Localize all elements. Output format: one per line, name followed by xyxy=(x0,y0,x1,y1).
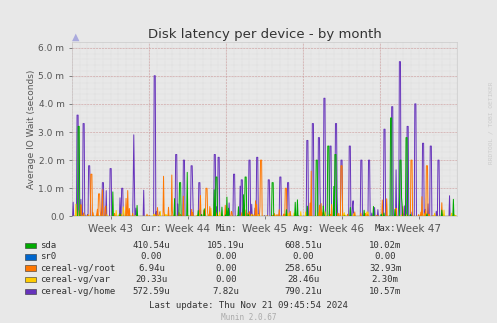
Text: 0.00: 0.00 xyxy=(141,252,163,261)
Text: 2.30m: 2.30m xyxy=(372,275,399,284)
Text: 790.21u: 790.21u xyxy=(284,287,322,296)
Text: 0.00: 0.00 xyxy=(215,264,237,273)
Text: Cur:: Cur: xyxy=(141,224,163,233)
Text: 258.65u: 258.65u xyxy=(284,264,322,273)
Text: 10.02m: 10.02m xyxy=(369,241,401,250)
Text: RRDTOOL / TOBI OETIKER: RRDTOOL / TOBI OETIKER xyxy=(488,81,493,164)
Text: 608.51u: 608.51u xyxy=(284,241,322,250)
Text: 0.00: 0.00 xyxy=(292,252,314,261)
Text: ▲: ▲ xyxy=(72,32,80,42)
Text: Max:: Max: xyxy=(374,224,396,233)
Text: Last update: Thu Nov 21 09:45:54 2024: Last update: Thu Nov 21 09:45:54 2024 xyxy=(149,301,348,310)
Text: sda: sda xyxy=(40,241,56,250)
Text: cereal-vg/var: cereal-vg/var xyxy=(40,275,110,284)
Y-axis label: Average IO Wait (seconds): Average IO Wait (seconds) xyxy=(27,69,36,189)
Text: 20.33u: 20.33u xyxy=(136,275,167,284)
Text: cereal-vg/root: cereal-vg/root xyxy=(40,264,115,273)
Text: 0.00: 0.00 xyxy=(374,252,396,261)
Text: 0.00: 0.00 xyxy=(215,252,237,261)
Text: cereal-vg/home: cereal-vg/home xyxy=(40,287,115,296)
Text: Munin 2.0.67: Munin 2.0.67 xyxy=(221,313,276,322)
Text: Avg:: Avg: xyxy=(292,224,314,233)
Text: 7.82u: 7.82u xyxy=(213,287,240,296)
Text: 572.59u: 572.59u xyxy=(133,287,170,296)
Text: 105.19u: 105.19u xyxy=(207,241,245,250)
Text: 28.46u: 28.46u xyxy=(287,275,319,284)
Text: sr0: sr0 xyxy=(40,252,56,261)
Text: Min:: Min: xyxy=(215,224,237,233)
Text: 10.57m: 10.57m xyxy=(369,287,401,296)
Text: 32.93m: 32.93m xyxy=(369,264,401,273)
Text: 0.00: 0.00 xyxy=(215,275,237,284)
Text: 6.94u: 6.94u xyxy=(138,264,165,273)
Text: 410.54u: 410.54u xyxy=(133,241,170,250)
Title: Disk latency per device - by month: Disk latency per device - by month xyxy=(148,28,382,41)
